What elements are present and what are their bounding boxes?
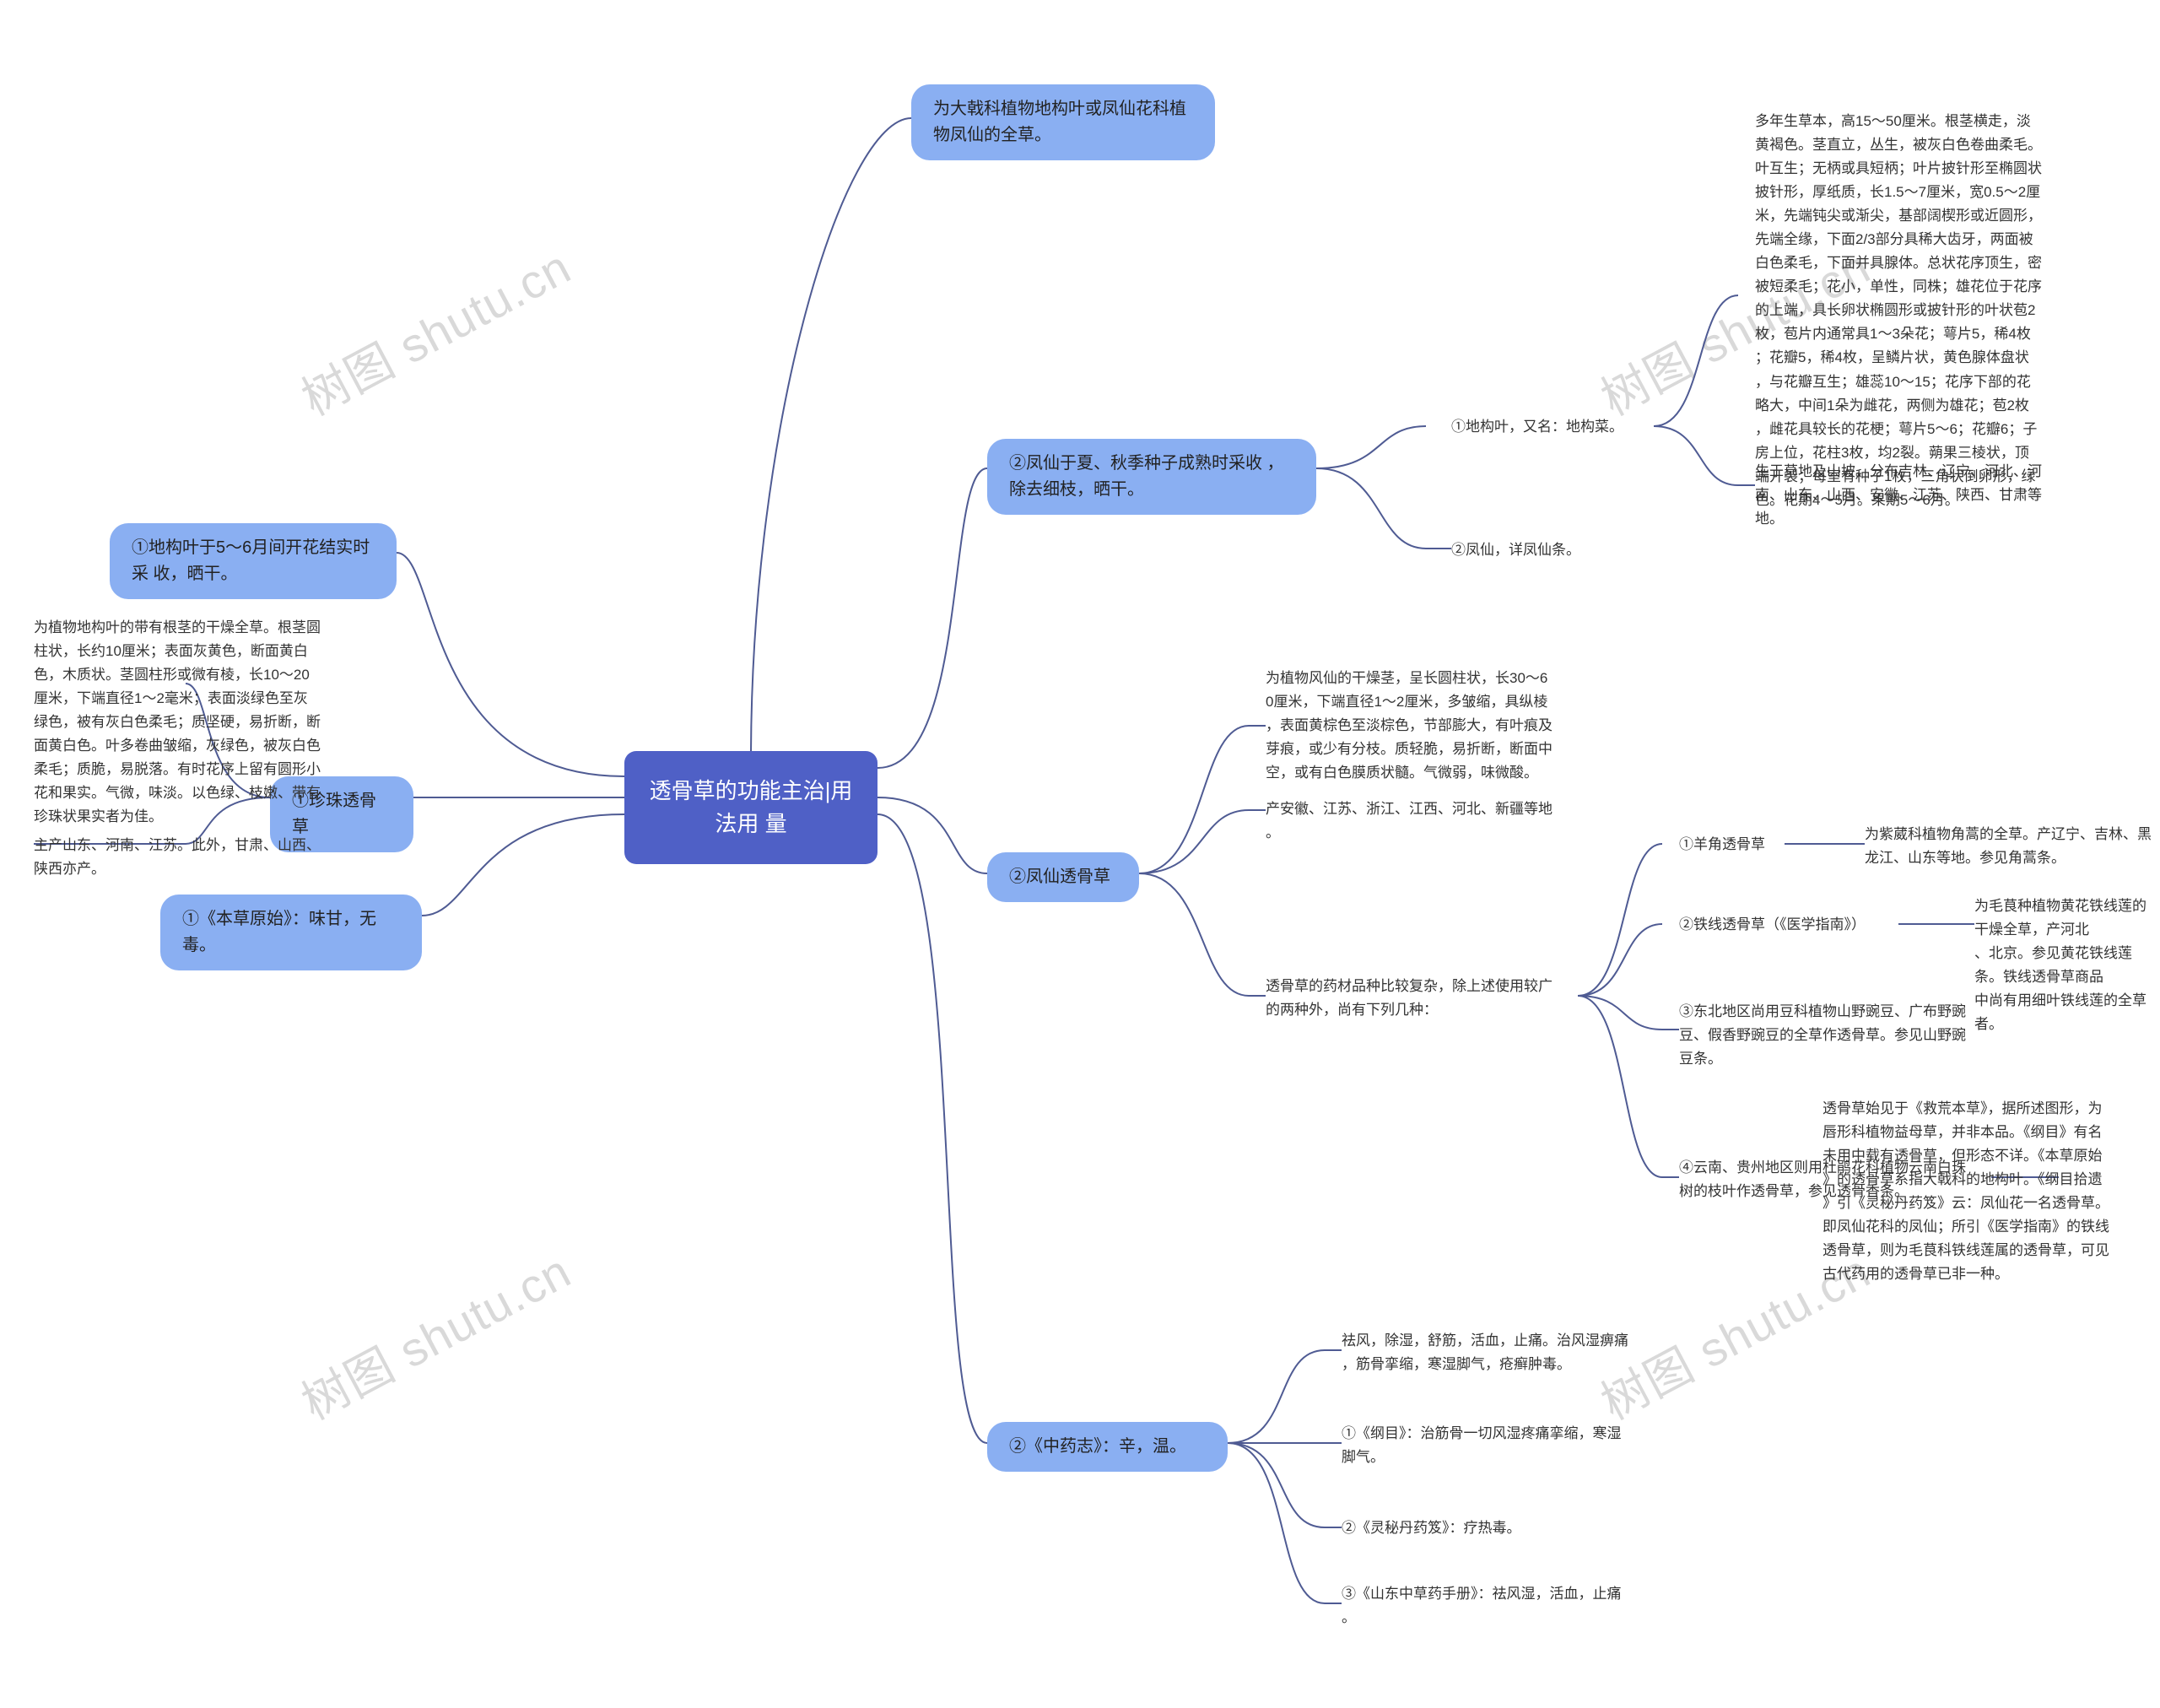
node-left-1[interactable]: ①地构叶于5～6月间开花结实时采 收，晒干。 xyxy=(110,523,397,599)
leaf-r1-a-1: 多年生草本，高15～50厘米。根茎横走，淡 黄褐色。茎直立，丛生，被灰白色卷曲柔… xyxy=(1755,110,2092,512)
leaf-r1-a: ①地构叶，又名：地构菜。 xyxy=(1451,415,1671,439)
leaf-r2-c-4-text: 透骨草始见于《救荒本草》，据所述图形，为 唇形科植物益母草，并非本品。《纲目》有… xyxy=(1822,1097,2156,1286)
leaf-r2-c-2: ②铁线透骨草（《医学指南》） xyxy=(1679,913,1915,937)
leaf-r3-c: ②《灵秘丹药笈》：疗热毒。 xyxy=(1342,1516,1679,1540)
leaf-r1-b: ②凤仙，详凤仙条。 xyxy=(1451,538,1671,562)
node-left-3[interactable]: ①《本草原始》：味甘，无毒。 xyxy=(160,895,422,970)
node-r3[interactable]: ②《中药志》：辛，温。 xyxy=(987,1422,1228,1472)
leaf-left2-b: 主产山东、河南、江苏。此外，甘肃、山西、 陕西亦产。 xyxy=(34,834,371,881)
watermark: 树图 shutu.cn xyxy=(288,1235,580,1434)
node-top[interactable]: 为大戟科植物地构叶或凤仙花科植 物凤仙的全草。 xyxy=(911,84,1215,160)
node-r1[interactable]: ②凤仙于夏、秋季种子成熟时采收 ，除去细枝，晒干。 xyxy=(987,439,1316,515)
node-r2[interactable]: ②凤仙透骨草 xyxy=(987,852,1139,902)
leaf-r2-c-1: ①羊角透骨草 xyxy=(1679,833,1806,857)
leaf-r3-b: ①《纲目》：治筋骨一切风湿疼痛挛缩，寒湿 脚气。 xyxy=(1342,1422,1679,1469)
leaf-r3-d: ③《山东中草药手册》：祛风湿，活血，止痛 。 xyxy=(1342,1582,1679,1630)
leaf-r2-b: 产安徽、江苏、浙江、江西、河北、新疆等地 。 xyxy=(1266,797,1603,845)
leaf-left2-a: 为植物地构叶的带有根茎的干燥全草。根茎圆 柱状，长约10厘米；表面灰黄色，断面黄… xyxy=(34,616,371,829)
root-node[interactable]: 透骨草的功能主治|用法用 量 xyxy=(624,751,878,864)
leaf-r1-a-2: 生于草地及山坡。分布吉林、辽宁、河北、河 南、山东、山西、安徽、江苏、陕西、甘肃… xyxy=(1755,460,2092,531)
leaf-r3-a: 祛风，除湿，舒筋，活血，止痛。治风湿痹痛 ，筋骨挛缩，寒湿脚气，疮癣肿毒。 xyxy=(1342,1329,1679,1376)
leaf-r2-c: 透骨草的药材品种比较复杂，除上述使用较广 的两种外，尚有下列几种： xyxy=(1266,975,1586,1022)
leaf-r2-a: 为植物风仙的干燥茎，呈长圆柱状，长30～6 0厘米，下端直径1～2厘米，多皱缩，… xyxy=(1266,667,1603,785)
leaf-r2-c-3: ③东北地区尚用豆科植物山野豌豆、广布野豌 豆、假香野豌豆的全草作透骨草。参见山野… xyxy=(1679,1000,2017,1071)
leaf-r2-c-1-t: 为紫葳科植物角蒿的全草。产辽宁、吉林、黑 龙江、山东等地。参见角蒿条。 xyxy=(1865,823,2160,870)
watermark: 树图 shutu.cn xyxy=(288,230,580,430)
